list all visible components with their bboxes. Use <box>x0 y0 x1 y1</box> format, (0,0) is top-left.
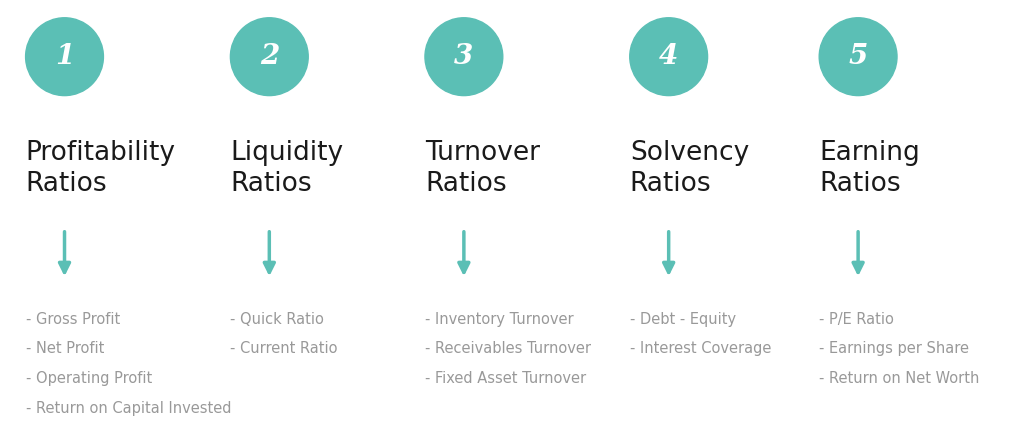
Text: - Earnings per Share: - Earnings per Share <box>819 341 969 356</box>
Text: - Fixed Asset Turnover: - Fixed Asset Turnover <box>425 371 586 386</box>
Text: 4: 4 <box>659 43 678 70</box>
Text: - Return on Capital Invested: - Return on Capital Invested <box>26 401 231 416</box>
Ellipse shape <box>819 18 897 95</box>
Text: Earning
Ratios: Earning Ratios <box>819 140 920 197</box>
Text: - Operating Profit: - Operating Profit <box>26 371 152 386</box>
Text: - P/E Ratio: - P/E Ratio <box>819 312 894 327</box>
Ellipse shape <box>425 18 503 95</box>
Text: 2: 2 <box>260 43 279 70</box>
Text: - Net Profit: - Net Profit <box>26 341 104 356</box>
Text: - Gross Profit: - Gross Profit <box>26 312 120 327</box>
Text: Profitability
Ratios: Profitability Ratios <box>26 140 175 197</box>
Text: - Current Ratio: - Current Ratio <box>230 341 338 356</box>
Text: Turnover
Ratios: Turnover Ratios <box>425 140 540 197</box>
Text: - Quick Ratio: - Quick Ratio <box>230 312 325 327</box>
Text: Solvency
Ratios: Solvency Ratios <box>630 140 749 197</box>
Text: 3: 3 <box>455 43 473 70</box>
Text: 1: 1 <box>55 43 74 70</box>
Ellipse shape <box>26 18 103 95</box>
Text: - Debt - Equity: - Debt - Equity <box>630 312 736 327</box>
Text: - Return on Net Worth: - Return on Net Worth <box>819 371 980 386</box>
Text: - Receivables Turnover: - Receivables Turnover <box>425 341 591 356</box>
Ellipse shape <box>630 18 708 95</box>
Text: Liquidity
Ratios: Liquidity Ratios <box>230 140 343 197</box>
Text: 5: 5 <box>849 43 867 70</box>
Text: - Inventory Turnover: - Inventory Turnover <box>425 312 573 327</box>
Text: - Interest Coverage: - Interest Coverage <box>630 341 771 356</box>
Ellipse shape <box>230 18 308 95</box>
